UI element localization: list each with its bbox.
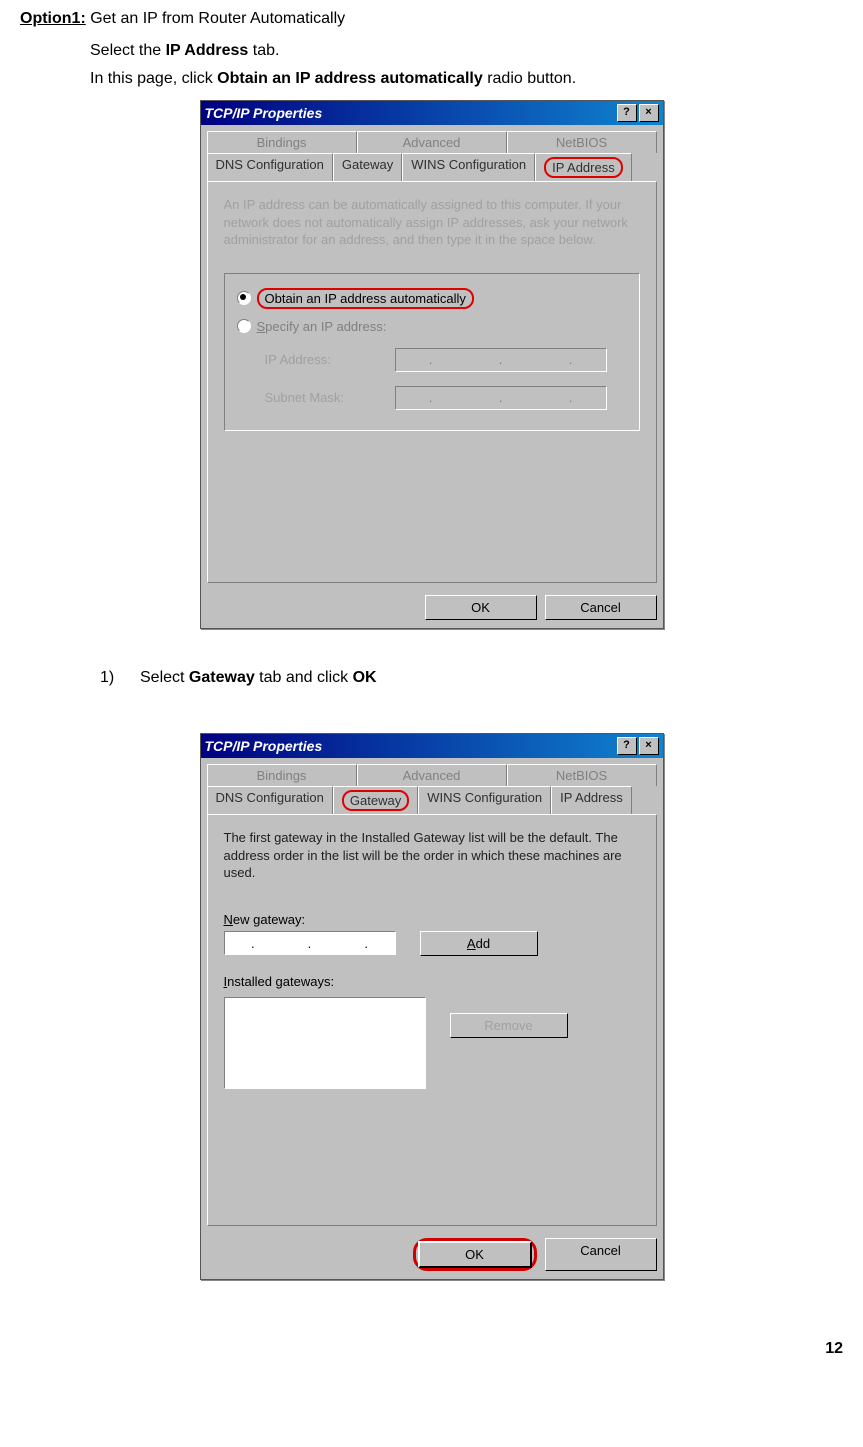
subnet-input[interactable]: ... xyxy=(395,386,607,410)
tab-row-top: Bindings Advanced NetBIOS xyxy=(207,764,657,786)
dialog-title: TCP/IP Properties xyxy=(205,738,615,754)
tcpip-dialog-2: TCP/IP Properties ? × Bindings Advanced … xyxy=(200,733,664,1280)
tcpip-dialog-1: TCP/IP Properties ? × Bindings Advanced … xyxy=(200,100,664,629)
cancel-button[interactable]: Cancel xyxy=(545,595,657,620)
page-number: 12 xyxy=(20,1340,843,1358)
radio-icon xyxy=(237,291,251,305)
cancel-button[interactable]: Cancel xyxy=(545,1238,657,1271)
option-text: Get an IP from Router Automatically xyxy=(86,10,345,27)
add-button[interactable]: Add xyxy=(420,931,538,956)
obtain-auto-highlight: Obtain an IP address automatically xyxy=(257,288,474,309)
help-button[interactable]: ? xyxy=(617,737,637,755)
button-row: OK Cancel xyxy=(201,1232,663,1279)
ip-label: IP Address: xyxy=(265,352,395,367)
new-gateway-label: New gateway: xyxy=(224,912,640,927)
installed-gateways-list[interactable] xyxy=(224,997,426,1089)
close-button[interactable]: × xyxy=(639,737,659,755)
titlebar: TCP/IP Properties ? × xyxy=(201,101,663,125)
tab-bindings[interactable]: Bindings xyxy=(207,131,357,153)
ok-button[interactable]: OK xyxy=(418,1241,532,1268)
remove-button[interactable]: Remove xyxy=(450,1013,568,1038)
ip-group: Obtain an IP address automatically Speci… xyxy=(224,273,640,431)
ip-address-row: IP Address: ... xyxy=(265,348,627,372)
tab-row-bottom: DNS Configuration Gateway WINS Configura… xyxy=(207,786,657,814)
option-label: Option1: xyxy=(20,10,86,27)
close-button[interactable]: × xyxy=(639,104,659,122)
gateway-description: The first gateway in the Installed Gatew… xyxy=(224,829,640,882)
tab-row-bottom: DNS Configuration Gateway WINS Configura… xyxy=(207,153,657,181)
tab-bindings[interactable]: Bindings xyxy=(207,764,357,786)
subnet-row: Subnet Mask: ... xyxy=(265,386,627,410)
tab-dns[interactable]: DNS Configuration xyxy=(207,153,333,181)
tab-dns[interactable]: DNS Configuration xyxy=(207,786,333,814)
installed-gateways-label: Installed gateways: xyxy=(224,974,640,989)
subnet-label: Subnet Mask: xyxy=(265,390,395,405)
tab-row-top: Bindings Advanced NetBIOS xyxy=(207,131,657,153)
tab-wins[interactable]: WINS Configuration xyxy=(402,153,535,181)
installed-gateways-row: Remove xyxy=(224,993,640,1093)
radio-icon xyxy=(237,319,251,333)
step-1: 1) Select Gateway tab and click OK xyxy=(100,669,843,687)
ok-button[interactable]: OK xyxy=(425,595,537,620)
radio-obtain-auto[interactable]: Obtain an IP address automatically xyxy=(237,288,627,309)
ok-highlight: OK xyxy=(413,1238,537,1271)
gateway-panel: The first gateway in the Installed Gatew… xyxy=(207,814,657,1226)
button-row: OK Cancel xyxy=(201,589,663,628)
radio-specify[interactable]: Specify an IP address: xyxy=(237,319,627,334)
new-gateway-input[interactable]: ... xyxy=(224,931,396,955)
tab-netbios[interactable]: NetBIOS xyxy=(507,764,657,786)
tab-gateway[interactable]: Gateway xyxy=(333,786,418,814)
tab-advanced[interactable]: Advanced xyxy=(357,131,507,153)
ip-description: An IP address can be automatically assig… xyxy=(224,196,640,249)
step-number: 1) xyxy=(100,669,140,687)
help-button[interactable]: ? xyxy=(617,104,637,122)
titlebar: TCP/IP Properties ? × xyxy=(201,734,663,758)
gateway-highlight: Gateway xyxy=(342,790,409,811)
tab-ip-address[interactable]: IP Address xyxy=(551,786,632,814)
tab-wins[interactable]: WINS Configuration xyxy=(418,786,551,814)
dialog-title: TCP/IP Properties xyxy=(205,105,615,121)
ip-address-input[interactable]: ... xyxy=(395,348,607,372)
tab-gateway[interactable]: Gateway xyxy=(333,153,402,181)
tab-ip-address[interactable]: IP Address xyxy=(535,153,632,181)
ip-address-highlight: IP Address xyxy=(544,157,623,178)
tab-netbios[interactable]: NetBIOS xyxy=(507,131,657,153)
option-heading-line: Option1: Get an IP from Router Automatic… xyxy=(20,10,843,28)
tab-advanced[interactable]: Advanced xyxy=(357,764,507,786)
instruction-line-1: Select the IP Address tab. xyxy=(90,42,843,60)
instruction-line-2: In this page, click Obtain an IP address… xyxy=(90,70,843,88)
ip-panel: An IP address can be automatically assig… xyxy=(207,181,657,583)
new-gateway-row: ... Add xyxy=(224,931,640,956)
